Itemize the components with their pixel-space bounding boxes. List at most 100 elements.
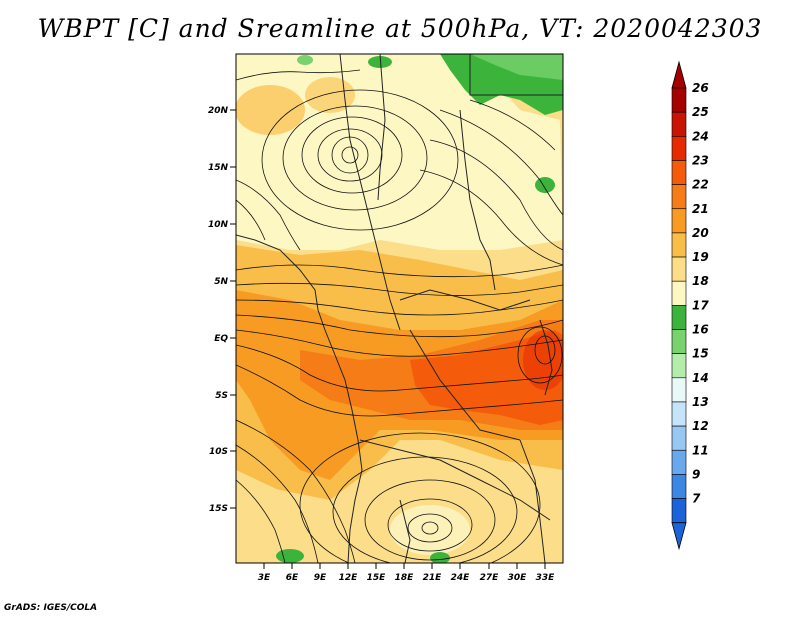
lon-tick-label: 12E	[339, 573, 359, 583]
wbpt-patch-green-east	[535, 177, 555, 193]
colorbar-swatch	[671, 160, 687, 185]
streamline	[236, 299, 563, 316]
border-line-2	[377, 54, 386, 201]
wbpt-patch-green-south	[430, 552, 450, 563]
latitude-axis: 20N 15N 10N 5N EQ 5S 10S 15S	[208, 106, 236, 514]
colorbar-level-label: 23	[692, 153, 709, 167]
streamline	[407, 513, 453, 543]
streamline	[282, 105, 428, 211]
lat-tick-label: 15S	[209, 504, 228, 514]
colorbar-level-label: 25	[692, 105, 709, 119]
streamline	[299, 432, 541, 563]
streamline	[301, 116, 403, 194]
streamline	[364, 479, 496, 561]
lake-shore	[539, 319, 553, 396]
wbpt-band-24-25	[523, 330, 563, 390]
colorbar-swatch	[671, 208, 687, 234]
streamline	[439, 109, 563, 216]
streamline	[419, 169, 563, 266]
wbpt-patch-south	[390, 505, 470, 555]
wbpt-patch-green-southwest	[276, 549, 304, 563]
streamline	[421, 521, 439, 535]
colorbar-swatch	[671, 353, 687, 379]
streamline	[341, 146, 359, 164]
streamline	[317, 128, 383, 182]
border-line-9	[519, 439, 546, 563]
streamline	[261, 89, 459, 231]
lon-tick-label: 27E	[480, 573, 500, 583]
credit-label: GrADS: IGES/COLA	[4, 603, 98, 613]
map-plot-area	[236, 54, 563, 563]
border-line-7	[359, 439, 551, 521]
lon-tick-label: 9E	[314, 573, 327, 583]
lon-tick-label: 33E	[536, 573, 556, 583]
streamline	[534, 335, 556, 365]
wbpt-band-16-17-northeast	[470, 54, 563, 80]
streamline	[236, 344, 563, 392]
lon-tick-label: 3E	[258, 573, 271, 583]
colorbar-level-label: 19	[692, 250, 709, 264]
streamline	[236, 179, 301, 251]
colorbar-level-label: 11	[692, 443, 709, 457]
lat-tick-label: 5N	[214, 277, 228, 287]
colorbar-swatch	[671, 111, 687, 137]
border-line-8	[399, 499, 411, 563]
colorbar-level-label: 15	[692, 347, 709, 361]
streamline	[236, 479, 286, 563]
lon-tick-label: 15E	[367, 573, 387, 583]
colorbar-swatch	[671, 305, 687, 330]
colorbar-level-label: 9	[692, 467, 700, 481]
colorbar-level-label: 24	[692, 129, 709, 143]
border-line-5	[399, 289, 531, 311]
wbpt-patch-green-northwest	[297, 55, 313, 65]
colorbar-swatch	[671, 377, 687, 403]
colorbar-swatch	[671, 329, 687, 354]
streamline	[332, 456, 518, 563]
lat-tick-label: 10S	[209, 447, 228, 457]
streamline	[331, 136, 369, 174]
colorbar-max-arrow	[671, 60, 687, 89]
lat-tick-label: EQ	[214, 334, 228, 344]
colorbar-level-label: 12	[692, 419, 709, 433]
colorbar-swatch	[671, 136, 687, 161]
colorbar-level-label: 18	[692, 274, 709, 288]
colorbar-swatch	[671, 449, 687, 475]
lon-tick-label: 30E	[508, 573, 528, 583]
streamline	[429, 139, 563, 251]
colorbar-level-label: 26	[692, 81, 709, 95]
lon-tick-label: 21E	[423, 573, 443, 583]
streamline	[236, 69, 361, 81]
lon-tick-label: 18E	[395, 573, 415, 583]
colorbar-swatch	[671, 184, 687, 210]
colorbar-swatch	[671, 280, 687, 306]
lon-tick-label: 24E	[451, 573, 471, 583]
lat-tick-label: 20N	[208, 106, 229, 116]
lat-tick-label: 10N	[208, 220, 229, 230]
colorbar-swatch	[671, 474, 687, 499]
colorbar-level-label: 22	[692, 178, 709, 192]
streamline	[236, 314, 563, 338]
wbpt-band-19-20-south	[236, 470, 563, 563]
lon-tick-label: 6E	[286, 573, 299, 583]
colorbar-level-label: 13	[692, 395, 709, 409]
colorbar-swatch	[671, 498, 687, 523]
streamline	[236, 419, 356, 563]
colorbar-level-label: 7	[692, 492, 701, 506]
streamline	[469, 99, 556, 151]
atlantic-coastline	[236, 234, 363, 563]
colorbar-swatch	[671, 87, 687, 113]
streamline	[236, 282, 563, 296]
streamline	[236, 364, 563, 417]
colorbar-swatch	[671, 256, 687, 282]
streamline	[236, 444, 319, 563]
streamline	[387, 498, 473, 552]
chart-title: WBPT [C] and Sreamline at 500hPa, VT: 20…	[37, 14, 763, 43]
colorbar-level-label: 14	[692, 371, 709, 385]
colorbar-level-label: 16	[692, 323, 709, 337]
colorbar-swatch	[671, 425, 687, 451]
colorbar-level-label: 20	[692, 226, 709, 240]
colorbar-level-label: 17	[692, 298, 709, 312]
streamline	[517, 326, 563, 384]
streamline	[236, 199, 266, 241]
